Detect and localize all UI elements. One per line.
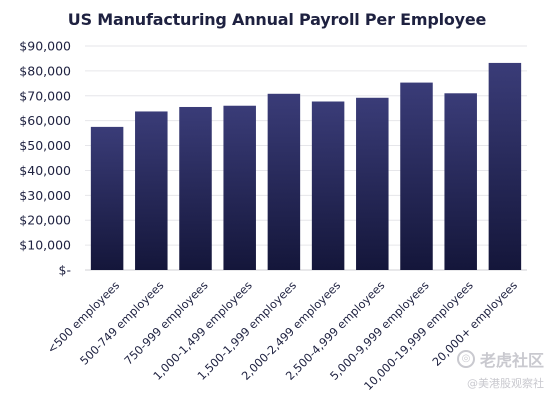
bar xyxy=(179,106,212,270)
x-tick-label: <500 employees xyxy=(45,279,122,356)
y-tick-label: $70,000 xyxy=(19,88,71,103)
y-axis-ticks: $- $10,000 $20,000 $30,000 $40,000 $50,000 $60… xyxy=(19,39,71,278)
y-tick-label: $50,000 xyxy=(19,138,71,153)
bar xyxy=(488,62,522,271)
y-tick-label: $40,000 xyxy=(19,163,71,178)
bar xyxy=(267,93,301,270)
bar xyxy=(135,111,168,270)
y-tick-label: $80,000 xyxy=(19,63,71,78)
y-tick-label: $10,000 xyxy=(19,238,71,253)
x-tick-label: 750-999 employees xyxy=(122,279,211,368)
tiger-logo-icon: ◎ xyxy=(456,350,475,368)
bar xyxy=(356,97,389,270)
bar xyxy=(444,93,477,271)
bar xyxy=(223,105,256,270)
watermark-text: 老虎社区 xyxy=(479,351,544,370)
bar xyxy=(311,101,345,270)
y-tick-label: $60,000 xyxy=(19,113,71,128)
bar xyxy=(400,82,433,270)
y-tick-label: $20,000 xyxy=(19,213,71,228)
watermark: ◎ 老虎社区 xyxy=(456,347,544,371)
bar xyxy=(90,126,124,270)
chart-title: US Manufacturing Annual Payroll Per Empl… xyxy=(67,10,487,29)
bars xyxy=(90,62,522,271)
y-tick-label: $90,000 xyxy=(19,39,71,54)
y-tick-label: $- xyxy=(59,263,71,278)
y-tick-label: $30,000 xyxy=(19,188,71,203)
watermark-subtext: @美港股观察社 xyxy=(467,377,544,390)
x-tick-label: 500-749 employees xyxy=(78,279,167,368)
